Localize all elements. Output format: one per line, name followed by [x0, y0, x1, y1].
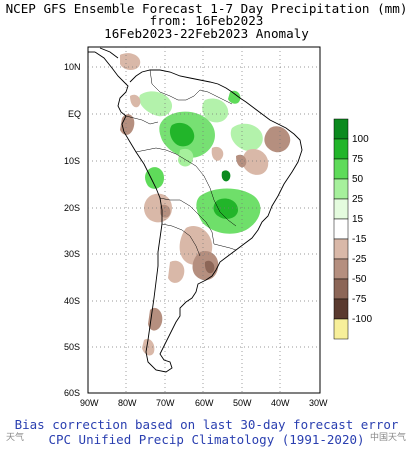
- lon-label-30w: 30W: [309, 398, 328, 408]
- legend-label: 15: [352, 214, 364, 225]
- lat-label-10s: 10S: [64, 156, 80, 166]
- legend-label: -75: [352, 294, 367, 305]
- lon-label-40w: 40W: [271, 398, 290, 408]
- legend-swatch: [333, 278, 349, 300]
- lon-label-80w: 80W: [118, 398, 137, 408]
- legend-label: 50: [352, 174, 364, 185]
- lon-label-90w: 90W: [80, 398, 99, 408]
- legend-swatch: [333, 138, 349, 160]
- legend-swatch: [333, 218, 349, 240]
- lat-label-10n: 10N: [64, 62, 81, 72]
- legend-swatch: [333, 258, 349, 280]
- legend-swatch: [333, 238, 349, 260]
- lon-label-70w: 70W: [156, 398, 175, 408]
- lon-label-50w: 50W: [233, 398, 252, 408]
- legend-label: 25: [352, 194, 364, 205]
- lat-label-30s: 30S: [64, 249, 80, 259]
- legend-swatch: [333, 318, 349, 340]
- lat-label-60s: 60S: [64, 388, 80, 398]
- footer-bias-note: Bias correction based on last 30-day for…: [14, 417, 399, 432]
- lat-label-20s: 20S: [64, 203, 80, 213]
- legend-label: 75: [352, 154, 364, 165]
- watermark-left: 天气: [6, 433, 25, 443]
- legend-swatch: [333, 298, 349, 320]
- lat-label-50s: 50S: [64, 342, 80, 352]
- forecast-issue-date: from: 16Feb2023: [149, 13, 264, 28]
- legend-label: 100: [352, 134, 369, 145]
- map-title: NCEP GFS Ensemble Forecast 1-7 Day Preci…: [5, 1, 408, 16]
- color-legend: 100 75 50 25 15 -15 -25 -50 -75 -100: [333, 118, 372, 340]
- watermark-right: 中国天气: [370, 433, 407, 443]
- footer-climatology-note: CPC Unified Precip Climatology (1991-202…: [48, 432, 365, 447]
- legend-swatch: [333, 158, 349, 180]
- legend-label: -25: [352, 254, 367, 265]
- legend-swatch: [333, 118, 349, 140]
- precipitation-anomaly-map: 10N EQ 10S 20S 30S 40S 50S 60S 90W 80W 7…: [64, 46, 372, 408]
- country-borders: [125, 69, 237, 257]
- lat-label-40s: 40S: [64, 296, 80, 306]
- anomaly-shading: [120, 53, 291, 356]
- lon-label-60w: 60W: [195, 398, 214, 408]
- legend-swatch: [333, 178, 349, 200]
- legend-swatch: [333, 198, 349, 220]
- legend-label: -50: [352, 274, 367, 285]
- legend-label: -15: [352, 234, 367, 245]
- coastline: [88, 47, 303, 373]
- forecast-period: 16Feb2023-22Feb2023 Anomaly: [104, 26, 309, 41]
- map-gridlines: [88, 47, 320, 393]
- legend-label: -100: [352, 314, 372, 325]
- lat-label-eq: EQ: [68, 109, 81, 119]
